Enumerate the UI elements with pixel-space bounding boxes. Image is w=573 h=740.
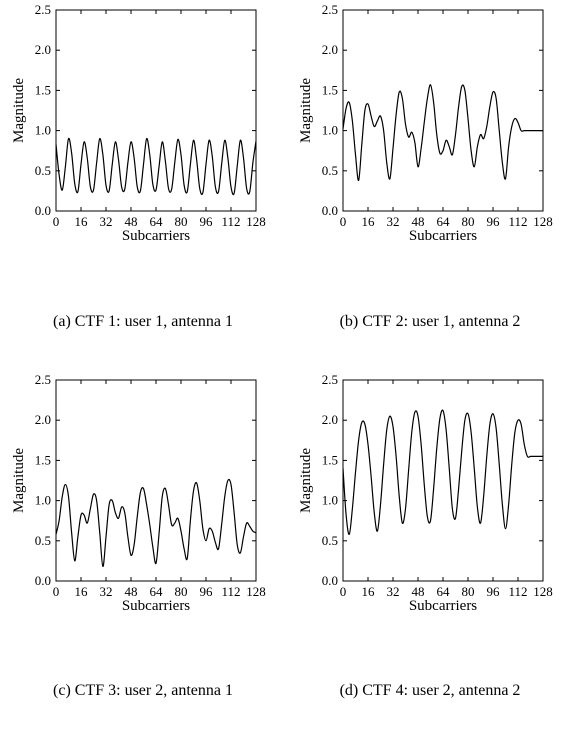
x-tick-label: 16	[75, 584, 89, 599]
x-tick-label: 112	[508, 584, 527, 599]
y-axis-label: Magnitude	[11, 448, 27, 513]
x-tick-label: 32	[387, 214, 400, 229]
x-tick-label: 32	[387, 584, 400, 599]
caption-ctf3: (c) CTF 3: user 2, antenna 1	[53, 682, 233, 699]
x-tick-label: 128	[246, 584, 266, 599]
x-tick-label: 48	[125, 584, 138, 599]
x-tick-label: 0	[340, 214, 347, 229]
x-tick-label: 64	[150, 584, 164, 599]
x-tick-label: 32	[100, 584, 113, 599]
x-tick-label: 112	[221, 584, 240, 599]
y-tick-label: 1.0	[322, 493, 338, 508]
y-tick-label: 1.5	[35, 452, 51, 467]
y-tick-label: 0.0	[322, 203, 338, 218]
y-tick-label: 1.0	[322, 123, 338, 138]
x-tick-label: 16	[75, 214, 89, 229]
x-tick-label: 64	[150, 214, 164, 229]
series-line	[55, 137, 257, 196]
plot-frame	[55, 9, 257, 212]
x-tick-label: 96	[200, 584, 214, 599]
x-tick-label: 96	[487, 214, 501, 229]
x-tick-label: 112	[221, 214, 240, 229]
series-line	[342, 409, 543, 535]
panel-ctf3: 0 16 32 48 64 80 96 112 128 0.0 0.5 1.0 1.5 2.0 2.5 Sub…	[0, 370, 286, 740]
x-tick-label: 96	[487, 584, 501, 599]
x-tick-label: 128	[246, 214, 266, 229]
y-tick-label: 1.5	[322, 82, 338, 97]
x-axis-label: Subcarriers	[409, 228, 477, 244]
y-tick-label: 2.5	[35, 2, 51, 17]
series-line	[55, 478, 257, 568]
x-tick-label: 0	[53, 214, 60, 229]
x-tick-label: 64	[437, 584, 451, 599]
chart-ctf2: 0 16 32 48 64 80 96 112 128 0.0 0.5 1.0 1.5 2.0 2.5 Sub…	[298, 2, 553, 244]
x-tick-label: 32	[100, 214, 113, 229]
x-tick-label: 80	[175, 584, 188, 599]
x-tick-label: 80	[462, 584, 475, 599]
y-tick-label: 2.5	[322, 2, 338, 17]
y-tick-label: 2.0	[322, 42, 338, 57]
x-tick-label: 0	[53, 584, 60, 599]
x-tick-label: 64	[437, 214, 451, 229]
y-tick-label: 1.5	[35, 82, 51, 97]
x-tick-label: 112	[508, 214, 527, 229]
y-axis-label: Magnitude	[298, 78, 314, 143]
x-tick-label: 96	[200, 214, 214, 229]
x-tick-label: 80	[175, 214, 188, 229]
x-axis-label: Subcarriers	[122, 598, 190, 614]
plot-frame	[342, 9, 544, 212]
chart-ctf3: 0 16 32 48 64 80 96 112 128 0.0 0.5 1.0 1.5 2.0 2.5 Sub…	[11, 372, 266, 614]
y-tick-label: 0.0	[35, 203, 51, 218]
series-line	[342, 84, 543, 182]
caption-ctf1: (a) CTF 1: user 1, antenna 1	[53, 313, 233, 330]
panel-ctf4: 0 16 32 48 64 80 96 112 128 0.0 0.5 1.0 1.5 2.0 2.5 Sub…	[287, 370, 573, 740]
panel-ctf2: 0 16 32 48 64 80 96 112 128 0.0 0.5 1.0 1.5 2.0 2.5 Sub…	[287, 0, 573, 370]
y-tick-label: 0.5	[322, 163, 338, 178]
x-tick-label: 0	[340, 584, 347, 599]
x-axis-label: Subcarriers	[409, 598, 477, 614]
y-tick-label: 2.0	[35, 412, 51, 427]
x-tick-label: 48	[412, 214, 425, 229]
caption-ctf4: (d) CTF 4: user 2, antenna 2	[339, 682, 521, 699]
panel-ctf1: 0 16 32 48 64 80 96 112 128 0.0 0.5 1.0 1.5 2.0 2.5 Sub…	[0, 0, 286, 370]
y-tick-label: 2.0	[35, 42, 51, 57]
y-tick-label: 2.0	[322, 412, 338, 427]
x-tick-label: 16	[362, 214, 376, 229]
plot-frame	[55, 379, 257, 582]
y-tick-label: 1.0	[35, 123, 51, 138]
y-axis-label: Magnitude	[298, 448, 314, 513]
x-tick-label: 128	[533, 214, 553, 229]
y-axis-label: Magnitude	[11, 78, 27, 143]
y-tick-label: 0.0	[322, 573, 338, 588]
y-tick-label: 2.5	[35, 372, 51, 387]
x-tick-label: 128	[533, 584, 553, 599]
chart-ctf4: 0 16 32 48 64 80 96 112 128 0.0 0.5 1.0 1.5 2.0 2.5 Sub…	[298, 372, 553, 614]
x-tick-label: 48	[412, 584, 425, 599]
y-tick-label: 0.5	[322, 533, 338, 548]
y-tick-label: 1.5	[322, 452, 338, 467]
y-tick-label: 2.5	[322, 372, 338, 387]
chart-ctf1: 0 16 32 48 64 80 96 112 128 0.0 0.5 1.0 1.5 2.0 2.5 Sub…	[11, 2, 266, 244]
x-tick-label: 16	[362, 584, 376, 599]
x-tick-label: 80	[462, 214, 475, 229]
caption-ctf2: (b) CTF 2: user 1, antenna 2	[339, 313, 521, 330]
x-axis-label: Subcarriers	[122, 228, 190, 244]
y-tick-label: 0.5	[35, 533, 51, 548]
y-tick-label: 1.0	[35, 493, 51, 508]
x-tick-label: 48	[125, 214, 138, 229]
y-tick-label: 0.0	[35, 573, 51, 588]
y-tick-label: 0.5	[35, 163, 51, 178]
